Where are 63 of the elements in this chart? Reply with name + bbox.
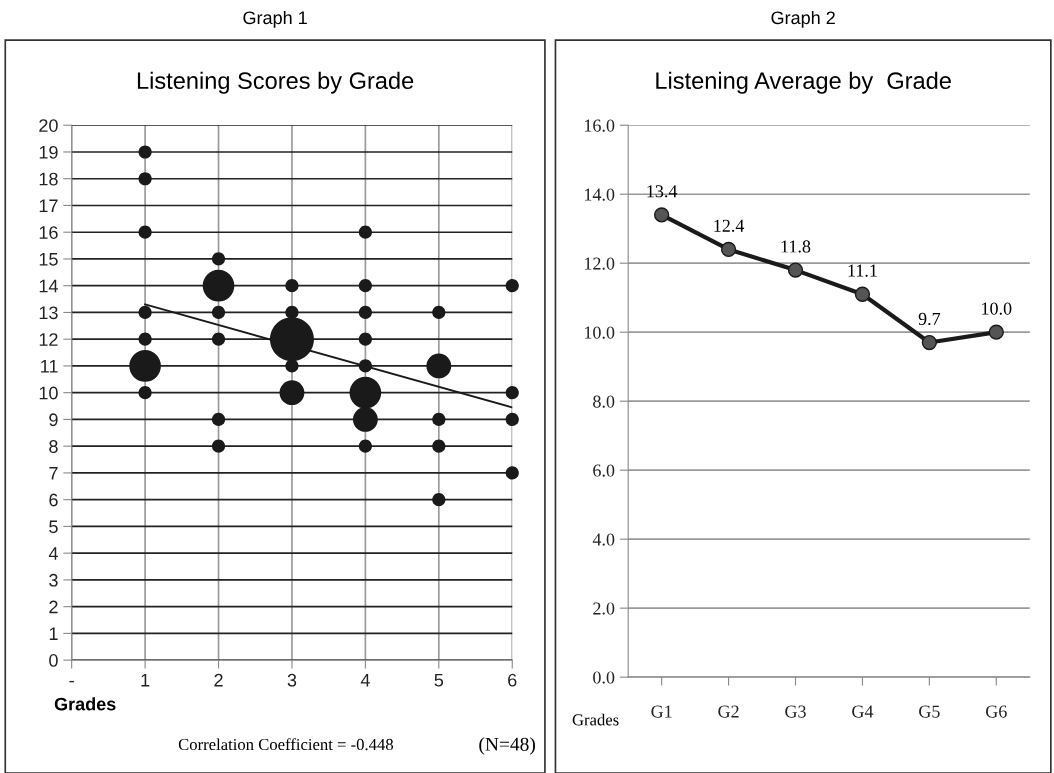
- y-tick-label: 14.0: [584, 188, 615, 201]
- x-tick-label: G2: [718, 705, 739, 718]
- x-tick-label: 5: [434, 674, 444, 687]
- y-tick-label: 20: [39, 119, 58, 132]
- y-tick-label: 17: [39, 199, 58, 213]
- data-label: 11.1: [848, 264, 877, 277]
- y-tick-label: 16: [39, 226, 58, 239]
- x-tick-label: G4: [852, 705, 874, 718]
- y-tick-label: 2: [49, 600, 58, 614]
- y-tick-label: 8.0: [593, 395, 615, 408]
- y-tick-label: 4: [48, 547, 58, 560]
- chart-subtitle: Listening Scores by Grade: [137, 71, 414, 94]
- y-tick-label: 7: [49, 467, 58, 480]
- point: [654, 207, 670, 223]
- x-tick-label: G5: [919, 705, 940, 718]
- x-tick-label: G3: [785, 705, 806, 718]
- x-tick-label: G1: [651, 705, 672, 718]
- x-axis-title: Grades: [54, 697, 116, 711]
- data-label: 10.0: [982, 302, 1012, 315]
- y-tick-label: 16.0: [584, 119, 615, 132]
- data-label: 13.4: [647, 185, 678, 198]
- y-tick-label: 12: [39, 333, 58, 346]
- point: [854, 286, 871, 302]
- x-axis-title: Grades: [572, 713, 619, 726]
- y-tick-label: 0.0: [593, 671, 615, 684]
- y-tick-label: 3: [49, 573, 58, 587]
- text: Correlation Coefficient = -0.448: [178, 738, 394, 751]
- x-tick-label: 2: [214, 673, 223, 687]
- y-tick-label: 6.0: [593, 464, 615, 477]
- x-tick-label: 6: [508, 673, 517, 687]
- chart-title: Graph 2: [771, 10, 835, 28]
- data-label: 9.7: [918, 312, 941, 326]
- y-tick-label: 15: [39, 253, 58, 266]
- y-tick-label: 9: [49, 413, 58, 427]
- y-tick-label: 0: [49, 654, 58, 667]
- y-tick-label: 14: [39, 279, 58, 293]
- y-tick-label: 12.0: [584, 257, 615, 270]
- y-tick-label: 10: [39, 386, 58, 400]
- y-tick-label: 19: [39, 145, 58, 159]
- text: (N=48): [479, 737, 535, 755]
- y-tick-label: 11: [41, 360, 58, 373]
- y-tick-label: 1: [49, 627, 58, 640]
- point: [921, 334, 938, 351]
- y-tick-label: 10.0: [584, 326, 615, 339]
- x-tick-label: -: [69, 680, 74, 683]
- y-tick-label: 8: [49, 440, 58, 453]
- point: [988, 324, 1004, 340]
- x-tick-label: G6: [986, 705, 1007, 718]
- data-label: 12.4: [714, 219, 745, 232]
- y-tick-label: 4.0: [592, 533, 615, 546]
- x-tick-label: 4: [360, 674, 370, 687]
- point: [720, 241, 737, 258]
- chart-title: Graph 1: [243, 10, 307, 28]
- x-tick-label: 3: [287, 673, 297, 687]
- y-tick-label: 18: [39, 172, 58, 186]
- y-tick-label: 2.0: [593, 602, 615, 615]
- x-tick-label: 1: [141, 674, 150, 687]
- data-label: 11.8: [781, 240, 811, 253]
- chart-subtitle: Listening Average by Grade: [656, 71, 951, 94]
- y-tick-label: 13: [39, 306, 58, 320]
- point: [787, 262, 804, 278]
- y-tick-label: 5: [49, 520, 58, 534]
- y-tick-label: 6: [49, 493, 58, 507]
